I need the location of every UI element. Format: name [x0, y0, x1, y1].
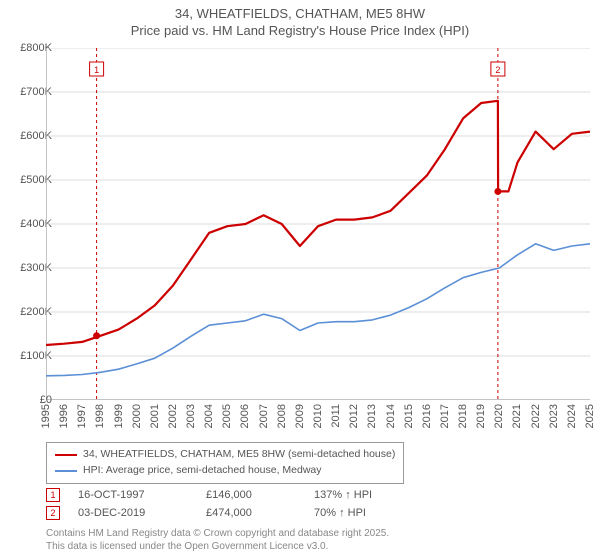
title-line1: 34, WHEATFIELDS, CHATHAM, ME5 8HW — [0, 6, 600, 23]
x-tick-label: 2019 — [475, 404, 487, 428]
x-tick-label: 1999 — [113, 404, 125, 428]
sale-row: 1 16-OCT-1997 £146,000 137% ↑ HPI — [46, 488, 566, 502]
x-tick-label: 2020 — [493, 404, 505, 428]
x-tick-label: 2018 — [457, 404, 469, 428]
x-tick-label: 2001 — [149, 404, 161, 428]
x-tick-label: 2023 — [548, 404, 560, 428]
sale-price: £474,000 — [206, 507, 296, 519]
sale-row: 2 03-DEC-2019 £474,000 70% ↑ HPI — [46, 506, 566, 520]
x-tick-label: 2002 — [167, 404, 179, 428]
x-tick-label: 2013 — [366, 404, 378, 428]
sales-table: 1 16-OCT-1997 £146,000 137% ↑ HPI 2 03-DEC-20… — [46, 488, 566, 524]
x-tick-label: 2017 — [439, 404, 451, 428]
footer-line2: This data is licensed under the Open Gov… — [46, 541, 389, 554]
x-tick-label: 1998 — [94, 404, 106, 428]
x-tick-label: 1997 — [76, 404, 88, 428]
svg-text:2: 2 — [495, 65, 500, 75]
x-tick-label: 2015 — [403, 404, 415, 428]
x-tick-label: 2012 — [348, 404, 360, 428]
x-tick-label: 2025 — [584, 404, 596, 428]
x-tick-label: 2014 — [385, 404, 397, 428]
x-tick-label: 2010 — [312, 404, 324, 428]
x-tick-label: 2016 — [421, 404, 433, 428]
chart-plot: 12 — [46, 48, 590, 400]
svg-text:1: 1 — [94, 65, 99, 75]
footer-line1: Contains HM Land Registry data © Crown c… — [46, 528, 389, 541]
x-tick-label: 2006 — [239, 404, 251, 428]
footer-attribution: Contains HM Land Registry data © Crown c… — [46, 528, 389, 553]
x-tick-label: 1996 — [58, 404, 70, 428]
x-tick-label: 2000 — [131, 404, 143, 428]
x-tick-label: 2007 — [258, 404, 270, 428]
x-tick-label: 2022 — [530, 404, 542, 428]
sale-pct: 70% ↑ HPI — [314, 507, 404, 519]
legend-item: 34, WHEATFIELDS, CHATHAM, ME5 8HW (semi-… — [55, 447, 395, 463]
title-line2: Price paid vs. HM Land Registry's House … — [0, 23, 600, 40]
x-tick-label: 2005 — [221, 404, 233, 428]
x-tick-label: 2008 — [276, 404, 288, 428]
chart-title: 34, WHEATFIELDS, CHATHAM, ME5 8HW Price … — [0, 0, 600, 40]
x-tick-label: 2011 — [330, 404, 342, 428]
legend-swatch — [55, 470, 77, 472]
sale-date: 03-DEC-2019 — [78, 507, 188, 519]
legend: 34, WHEATFIELDS, CHATHAM, ME5 8HW (semi-… — [46, 442, 404, 484]
x-tick-label: 2003 — [185, 404, 197, 428]
legend-label: HPI: Average price, semi-detached house,… — [83, 463, 322, 479]
chart-container: 34, WHEATFIELDS, CHATHAM, ME5 8HW Price … — [0, 0, 600, 560]
legend-label: 34, WHEATFIELDS, CHATHAM, ME5 8HW (semi-… — [83, 447, 395, 463]
legend-item: HPI: Average price, semi-detached house,… — [55, 463, 395, 479]
x-tick-label: 2021 — [511, 404, 523, 428]
sale-marker-box: 2 — [46, 506, 60, 520]
x-tick-label: 1995 — [40, 404, 52, 428]
sale-pct: 137% ↑ HPI — [314, 489, 404, 501]
x-tick-label: 2024 — [566, 404, 578, 428]
sale-marker-box: 1 — [46, 488, 60, 502]
x-tick-label: 2004 — [203, 404, 215, 428]
x-tick-label: 2009 — [294, 404, 306, 428]
sale-price: £146,000 — [206, 489, 296, 501]
sale-date: 16-OCT-1997 — [78, 489, 188, 501]
legend-swatch — [55, 454, 77, 456]
